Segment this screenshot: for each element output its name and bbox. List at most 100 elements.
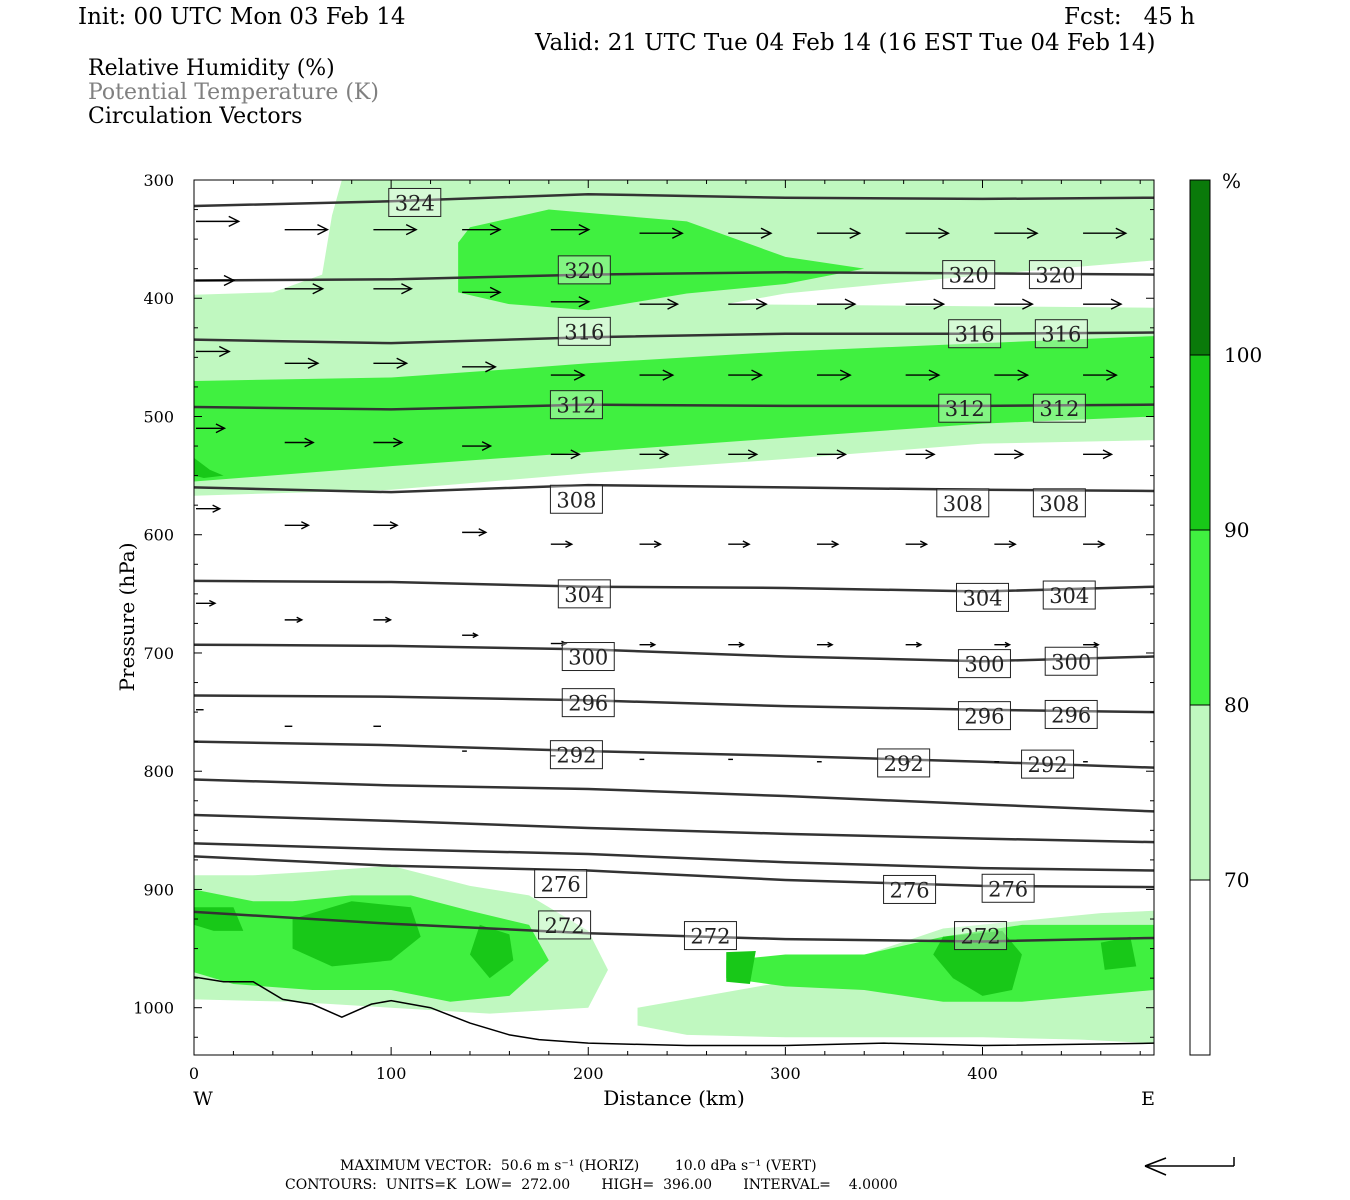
colorbar-band: [1189, 179, 1211, 356]
svg-text:320: 320: [949, 264, 989, 288]
svg-text:276: 276: [890, 878, 930, 902]
y-tick-label: 800: [143, 762, 174, 781]
circulation-vector: [639, 298, 680, 310]
y-tick-label: 400: [143, 289, 174, 308]
contour-label: 312: [549, 390, 603, 420]
theta-contour-316: [194, 331, 1154, 345]
x-tick-label: 100: [376, 1064, 407, 1083]
circulation-vector: [816, 227, 862, 239]
contour-label: 300: [1044, 646, 1098, 676]
y-tick-label: 700: [143, 644, 174, 663]
theta-contour-272: [194, 910, 1154, 943]
svg-text:308: 308: [556, 488, 596, 512]
circulation-vector: [196, 423, 227, 434]
circulation-vector: [284, 437, 315, 448]
circulation-vector: [462, 632, 479, 639]
svg-text:320: 320: [564, 259, 604, 283]
circulation-vector: [462, 286, 502, 298]
theta-contour-312: [194, 403, 1154, 411]
svg-text:296: 296: [964, 705, 1004, 729]
circulation-vector: [373, 437, 404, 448]
contour-label: 308: [936, 488, 990, 518]
plot-frame: [193, 179, 1155, 1056]
contour-label: 304: [557, 579, 611, 609]
forecast-hour: Fcst: 45 h: [1064, 4, 1195, 30]
contour-label: 296: [561, 688, 615, 718]
circulation-vector: [284, 224, 330, 236]
circulation-vector: [905, 641, 923, 648]
theta-contour-292: [194, 740, 1154, 769]
contour-label: 272: [538, 910, 592, 940]
circulation-vector: [639, 641, 657, 648]
svg-text:272: 272: [960, 925, 1000, 949]
y-axis-label: Pressure (hPa): [115, 543, 139, 692]
theta-contour-308: [194, 483, 1154, 494]
svg-text:308: 308: [1039, 492, 1079, 516]
theta-contour-296: [194, 694, 1154, 714]
colorbar-band: [1189, 354, 1211, 531]
svg-text:304: 304: [962, 586, 1002, 610]
circulation-vector: [728, 369, 764, 381]
circulation-vector: [728, 641, 746, 648]
contour-label: 320: [942, 260, 996, 290]
contour-label: 300: [957, 649, 1011, 679]
contour-label: 300: [561, 642, 615, 672]
circulation-vector: [1083, 369, 1118, 381]
circulation-vector: [816, 449, 848, 460]
circulation-vector: [728, 449, 759, 460]
init-time: Init: 00 UTC Mon 03 Feb 14: [78, 4, 406, 30]
x-end-label-right: E: [1141, 1088, 1155, 1110]
circulation-vector: [462, 528, 488, 537]
theta-contour-324: [194, 192, 1154, 208]
circulation-vector: [728, 227, 773, 239]
circulation-vector: [639, 540, 662, 548]
colorbar-band: [1189, 704, 1211, 881]
rh-region-90-10: [292, 901, 421, 967]
y-tick-label: 900: [143, 880, 174, 899]
legend-vectors: Circulation Vectors: [88, 104, 303, 129]
colorbar-label: 70: [1224, 868, 1249, 892]
y-tick-label: 600: [143, 526, 174, 545]
circulation-vector: [196, 215, 241, 228]
circulation-vector: [905, 449, 936, 460]
svg-text:300: 300: [568, 646, 608, 670]
circulation-vector: [373, 521, 399, 530]
svg-text:296: 296: [1051, 703, 1091, 727]
contour-label: 304: [1042, 580, 1096, 610]
circulation-vector: [994, 227, 1039, 239]
circulation-vector: [196, 599, 217, 607]
rh-region-80-8: [726, 924, 1154, 1002]
circulation-vector: [994, 298, 1034, 310]
rh-region-90-14: [1100, 936, 1137, 970]
svg-text:292: 292: [884, 752, 924, 776]
colorbar-band: [1189, 879, 1211, 1056]
contour-label: 276: [981, 873, 1035, 903]
circulation-vector: [994, 369, 1030, 381]
svg-text:316: 316: [564, 320, 604, 344]
x-tick-label: 200: [573, 1064, 604, 1083]
svg-text:312: 312: [556, 394, 596, 418]
circulation-vector: [816, 540, 840, 548]
svg-text:304: 304: [564, 583, 604, 607]
svg-text:296: 296: [568, 692, 608, 716]
colorbar-unit: %: [1222, 169, 1241, 193]
svg-text:300: 300: [964, 653, 1004, 677]
contour-label: 276: [883, 874, 937, 904]
circulation-vector: [1083, 227, 1128, 239]
rh-region-90-4: [194, 457, 224, 478]
colorbar-label: 90: [1224, 518, 1249, 542]
svg-text:276: 276: [988, 877, 1028, 901]
circulation-vector: [905, 369, 941, 381]
svg-text:272: 272: [545, 914, 585, 938]
circulation-vector: [196, 345, 231, 358]
circulation-vector: [550, 449, 581, 460]
circulation-vector: [728, 540, 751, 548]
y-tick-label: 300: [143, 171, 174, 190]
svg-text:272: 272: [690, 925, 730, 949]
svg-text:316: 316: [1041, 323, 1081, 347]
circulation-vector: [816, 369, 852, 381]
circulation-vector: [196, 504, 222, 513]
x-tick-label: 300: [770, 1064, 801, 1083]
contour-label: 324: [388, 187, 442, 217]
contour-label: 296: [1044, 699, 1098, 729]
